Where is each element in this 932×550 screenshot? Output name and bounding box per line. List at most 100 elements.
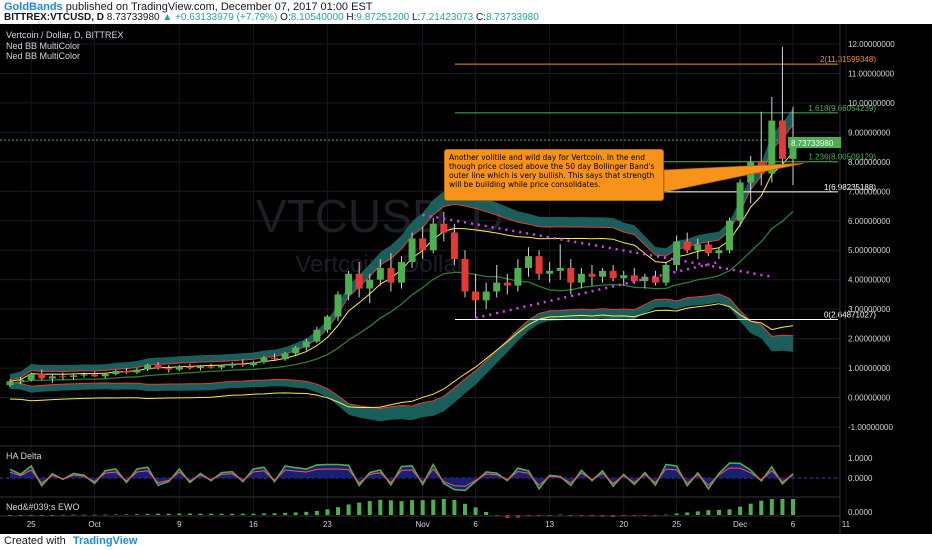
candle-body bbox=[80, 374, 88, 376]
legend-indicator-1[interactable]: Ned BB MultiColor bbox=[6, 41, 81, 51]
legend-title: Vertcoin / Dollar, D, BITTREX bbox=[6, 30, 124, 40]
ewo-bar bbox=[399, 501, 404, 515]
candle-body bbox=[662, 264, 670, 283]
ewo-bar bbox=[103, 514, 108, 516]
upper-band-inner-line bbox=[9, 124, 794, 381]
candle-body bbox=[419, 238, 427, 251]
ewo-bar bbox=[547, 515, 552, 516]
candle-body bbox=[292, 347, 300, 354]
candle-body bbox=[207, 366, 215, 368]
ewo-bar bbox=[441, 499, 446, 515]
candle-body bbox=[260, 357, 268, 363]
candle-body bbox=[482, 291, 490, 301]
candle-body bbox=[450, 232, 458, 260]
ewo-bar bbox=[410, 500, 415, 515]
candle-body bbox=[567, 267, 575, 283]
ewo-bar bbox=[156, 513, 161, 515]
y-tick-label: 0.00000000 bbox=[848, 394, 891, 403]
candle-body bbox=[493, 282, 501, 292]
created-with-text: Created with bbox=[4, 535, 66, 547]
ewo-bar bbox=[695, 511, 700, 515]
ewo-bar bbox=[283, 513, 288, 515]
y-tick-label: 3.00000000 bbox=[848, 305, 891, 314]
candle-body bbox=[398, 262, 405, 283]
ewo-bar bbox=[716, 509, 721, 515]
candle-body bbox=[789, 140, 797, 159]
candle-body bbox=[588, 273, 596, 277]
candle-body bbox=[334, 294, 342, 317]
tradingview-brand[interactable]: TradingView bbox=[72, 535, 138, 547]
y-tick-label: 2.00000000 bbox=[848, 335, 891, 344]
l-label: L: bbox=[411, 12, 421, 23]
candle-body bbox=[546, 270, 554, 274]
footer: Created with TradingView bbox=[0, 534, 932, 550]
upper-band-fill bbox=[10, 108, 793, 380]
candle-body bbox=[48, 376, 56, 379]
fib-level-label: 0(2.64871027) bbox=[824, 311, 876, 320]
x-tick-label: 6 bbox=[473, 520, 478, 529]
ewo-bar bbox=[420, 500, 425, 515]
ewo-bar bbox=[261, 513, 266, 515]
ewo-bar bbox=[759, 500, 764, 515]
candle-body bbox=[69, 375, 77, 377]
candle-body bbox=[355, 273, 363, 289]
y-tick-label: 1.00000000 bbox=[848, 364, 891, 373]
ewo-bar bbox=[29, 515, 34, 516]
candle-body bbox=[323, 316, 331, 330]
candle-body bbox=[387, 267, 395, 283]
y-tick-label: 12.00000000 bbox=[848, 40, 895, 49]
chart-svg[interactable]: VTCUSD, D Vertcoin / Dollar 2(11.3159934… bbox=[0, 24, 932, 534]
ewo-bar bbox=[388, 500, 393, 515]
candle-body bbox=[59, 376, 67, 378]
candle-body bbox=[228, 363, 236, 366]
lower-band-inner-line bbox=[9, 293, 794, 409]
green-ma-line bbox=[9, 210, 794, 384]
x-tick-label: Nov bbox=[416, 520, 430, 529]
candle-body bbox=[196, 366, 204, 369]
ewo-bar bbox=[187, 513, 192, 515]
candle-body bbox=[218, 365, 226, 368]
delta-tick-1: 1.0000 bbox=[848, 454, 873, 463]
author-name[interactable]: GoldBands bbox=[4, 1, 63, 13]
delta-line bbox=[9, 462, 794, 492]
ewo-bar bbox=[113, 514, 118, 515]
candle-body bbox=[620, 275, 628, 279]
candle-body bbox=[17, 379, 25, 382]
candle-body bbox=[778, 120, 786, 159]
candle-body bbox=[524, 256, 532, 268]
ewo-bar bbox=[537, 515, 542, 516]
candle-body bbox=[91, 374, 99, 377]
ewo-tick-0: 0.0000 bbox=[848, 508, 873, 517]
c-label: C: bbox=[475, 12, 486, 23]
candle-body bbox=[165, 368, 173, 370]
candle-body bbox=[683, 241, 691, 251]
ewo-bar bbox=[674, 513, 679, 515]
ewo-bar bbox=[39, 515, 44, 516]
candle-body bbox=[408, 238, 416, 263]
x-tick-label: 11 bbox=[842, 520, 851, 529]
delta-tick-0: 0.0000 bbox=[848, 474, 873, 483]
candle-body bbox=[239, 363, 247, 366]
candle-body bbox=[641, 276, 649, 282]
ohlc-line: BITTREX:VTCUSD, D 8.73733980 ▲ +0.631339… bbox=[4, 12, 539, 23]
symbol: BITTREX:VTCUSD, D bbox=[4, 12, 104, 23]
legend-indicator-2[interactable]: Ned BB MultiColor bbox=[6, 51, 81, 61]
candle-body bbox=[271, 357, 279, 360]
ewo-bar bbox=[71, 514, 76, 516]
candle-body bbox=[112, 371, 120, 374]
candle-body bbox=[154, 365, 162, 369]
ewo-bar bbox=[346, 504, 351, 515]
candle-body bbox=[366, 279, 374, 289]
ewo-bar bbox=[357, 502, 362, 515]
chart-area[interactable]: VTCUSD, D Vertcoin / Dollar 2(11.3159934… bbox=[0, 24, 932, 534]
publish-header: GoldBands published on TradingView.com, … bbox=[0, 0, 932, 24]
ewo-bar bbox=[325, 509, 330, 515]
ewo-bar bbox=[198, 513, 203, 515]
candle-body bbox=[440, 223, 448, 233]
y-tick-label: 7.00000000 bbox=[848, 187, 891, 196]
ewo-bar bbox=[484, 511, 489, 515]
ewo-bar bbox=[568, 515, 573, 516]
ewo-bar bbox=[240, 513, 245, 515]
ewo-bar bbox=[367, 501, 372, 515]
ewo-bar bbox=[452, 500, 457, 515]
